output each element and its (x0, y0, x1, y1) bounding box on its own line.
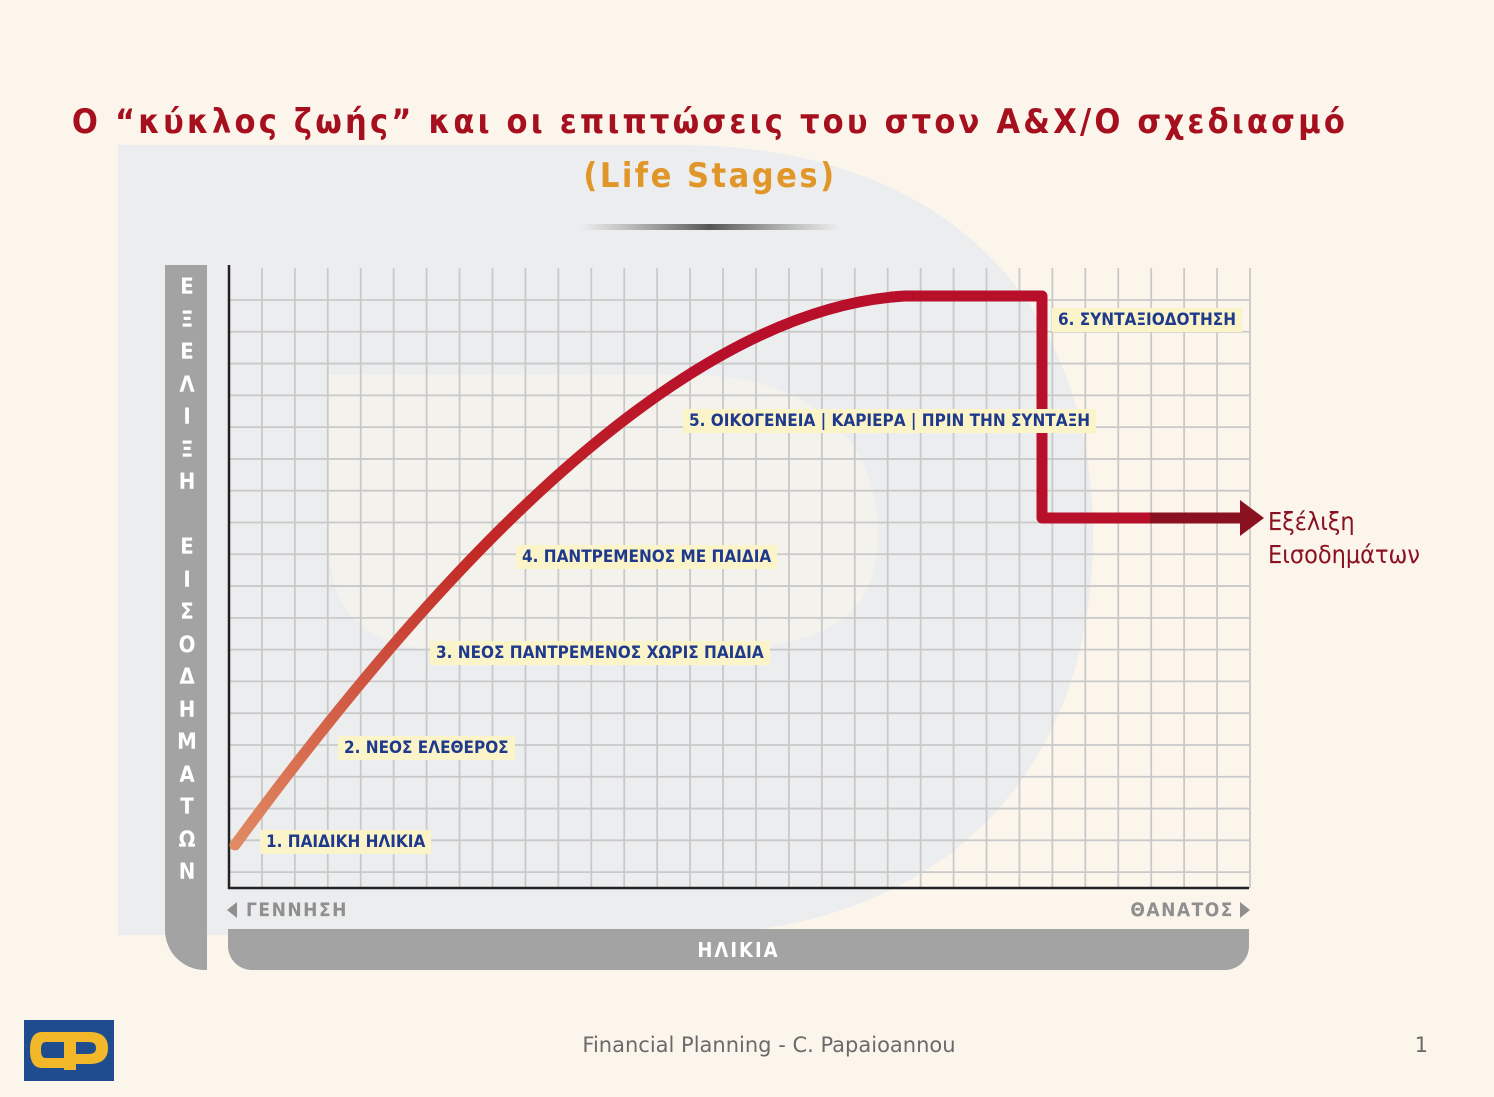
stage-label-4: 4. ΠΑΝΤΡΕΜΕΝΟΣ ΜΕ ΠΑΙΔΙΑ (516, 545, 778, 569)
x-start-label: ΓΕΝΝΗΣΗ (246, 899, 348, 921)
y-axis-bar (165, 265, 207, 970)
stage-label-6: 6. ΣΥΝΤΑΞΙΟΔΟΤΗΣΗ (1052, 308, 1243, 332)
x-end-arrow-icon (1240, 902, 1250, 918)
page-subtitle: (Life Stages) (583, 156, 837, 196)
y-axis-title: Ε Ξ Ε Λ Ι Ξ Η Ε Ι Σ Ο Δ Η Μ Α Τ Ω Ν (177, 275, 197, 885)
x-end-label: ΘΑΝΑΤΟΣ (1130, 899, 1234, 921)
page-title: Ο “κύκλος ζωής” και οι επιπτώσεις του στ… (71, 102, 1349, 142)
stage-label-2: 2. ΝΕΟΣ ΕΛΕΘΕΡΟΣ (338, 736, 515, 760)
stage-label-1: 1. ΠΑΙΔΙΚΗ ΗΛΙΚΙΑ (260, 830, 432, 854)
stage-label-3: 3. ΝΕΟΣ ΠΑΝΤΡΕΜΕΝΟΣ ΧΩΡΙΣ ΠΑΙΔΙΑ (430, 641, 770, 665)
title-divider (580, 224, 840, 230)
x-axis-title: ΗΛΙΚΙΑ (697, 938, 780, 962)
income-evolution-label: Εξέλιξη Εισοδημάτων (1268, 505, 1420, 571)
income-arrow-head (1240, 500, 1264, 536)
footer-text: Financial Planning - C. Papaioannou (582, 1033, 956, 1057)
cp-logo (24, 1020, 114, 1081)
grid-lines (229, 268, 1251, 888)
stage-label-5: 5. ΟΙΚΟΓΕΝΕΙΑ | ΚΑΡΙΕΡΑ | ΠΡΙΝ ΤΗΝ ΣΥΝΤΑ… (683, 409, 1097, 433)
income-curve (229, 290, 1256, 851)
x-start-arrow-icon (227, 902, 237, 918)
x-axis-bar (228, 929, 1249, 970)
income-label-line-1: Εξέλιξη (1268, 507, 1355, 536)
cp-logo-icon (30, 1032, 108, 1070)
page-number: 1 (1414, 1033, 1428, 1057)
income-label-line-2: Εισοδημάτων (1268, 540, 1420, 569)
